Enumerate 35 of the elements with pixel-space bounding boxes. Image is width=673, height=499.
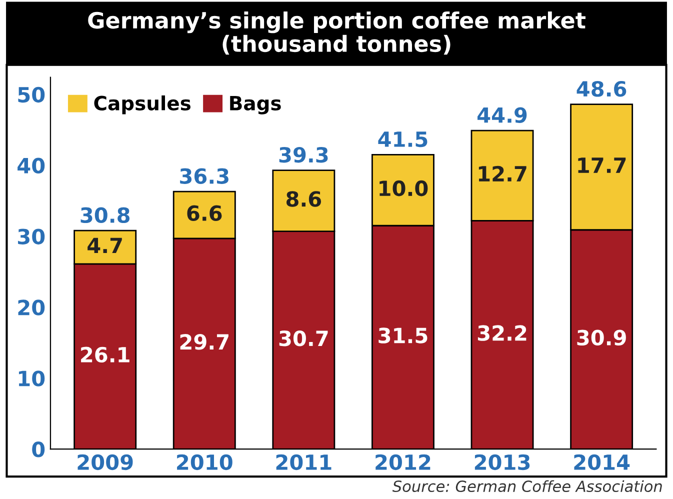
- y-tick-label: 30: [18, 228, 45, 244]
- y-tick-label: 20: [18, 300, 45, 316]
- total-label: 36.3: [180, 168, 228, 184]
- legend-label: Capsules: [94, 95, 190, 114]
- x-tick-label: 2013: [474, 454, 530, 470]
- x-tick-label: 2010: [177, 454, 232, 470]
- data-label: 6.6: [187, 205, 222, 222]
- source-note: Source: German Coffee Association: [392, 480, 662, 492]
- data-label: 8.6: [286, 191, 322, 207]
- data-label: 29.7: [180, 334, 228, 350]
- total-label: 48.6: [576, 80, 626, 97]
- total-label: 41.5: [378, 132, 428, 148]
- total-label: 39.3: [279, 146, 328, 163]
- total-label: 30.8: [80, 207, 130, 224]
- data-label: 10.0: [380, 180, 428, 196]
- x-tick-label: 2009: [78, 454, 133, 470]
- x-tick-label: 2011: [276, 454, 332, 470]
- x-tick-label: 2012: [376, 454, 430, 470]
- data-label: 32.2: [478, 325, 526, 341]
- y-tick-label: 40: [18, 158, 45, 174]
- data-label: 12.7: [478, 166, 526, 182]
- chart-title: Germany’s single portion coffee market: [88, 11, 586, 34]
- x-tick-label: 2014: [574, 454, 630, 470]
- y-tick-label: 10: [18, 370, 45, 386]
- legend-label: Bags: [230, 96, 281, 114]
- data-label: 30.7: [279, 330, 328, 346]
- y-tick-label: 50: [18, 86, 45, 103]
- data-label: 17.7: [578, 158, 626, 173]
- y-tick-label: 0: [32, 442, 45, 458]
- data-label: 31.5: [378, 328, 428, 344]
- data-label: 30.9: [577, 330, 626, 346]
- data-label: 4.7: [88, 238, 122, 254]
- total-label: 44.9: [478, 107, 527, 123]
- data-label: 26.1: [81, 346, 130, 363]
- chart-subtitle: (thousand tonnes): [222, 34, 450, 55]
